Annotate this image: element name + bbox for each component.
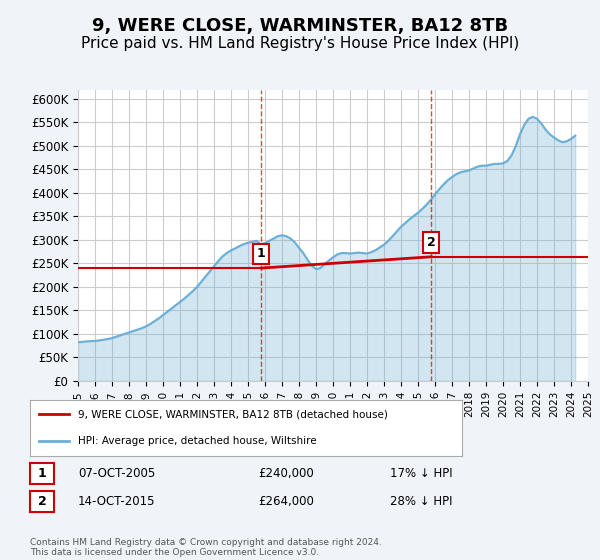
Text: £240,000: £240,000 bbox=[258, 467, 314, 480]
Text: 9, WERE CLOSE, WARMINSTER, BA12 8TB: 9, WERE CLOSE, WARMINSTER, BA12 8TB bbox=[92, 17, 508, 35]
Text: 9, WERE CLOSE, WARMINSTER, BA12 8TB (detached house): 9, WERE CLOSE, WARMINSTER, BA12 8TB (det… bbox=[77, 409, 388, 419]
Text: 2: 2 bbox=[427, 236, 436, 249]
Text: 14-OCT-2015: 14-OCT-2015 bbox=[78, 495, 155, 508]
Text: 28% ↓ HPI: 28% ↓ HPI bbox=[390, 495, 452, 508]
Text: 2: 2 bbox=[38, 495, 46, 508]
Text: 07-OCT-2005: 07-OCT-2005 bbox=[78, 467, 155, 480]
Text: Price paid vs. HM Land Registry's House Price Index (HPI): Price paid vs. HM Land Registry's House … bbox=[81, 36, 519, 52]
Text: 1: 1 bbox=[38, 467, 46, 480]
Text: £264,000: £264,000 bbox=[258, 495, 314, 508]
Text: HPI: Average price, detached house, Wiltshire: HPI: Average price, detached house, Wilt… bbox=[77, 436, 316, 446]
Text: Contains HM Land Registry data © Crown copyright and database right 2024.
This d: Contains HM Land Registry data © Crown c… bbox=[30, 538, 382, 557]
Text: 1: 1 bbox=[257, 248, 266, 260]
Text: 17% ↓ HPI: 17% ↓ HPI bbox=[390, 467, 452, 480]
